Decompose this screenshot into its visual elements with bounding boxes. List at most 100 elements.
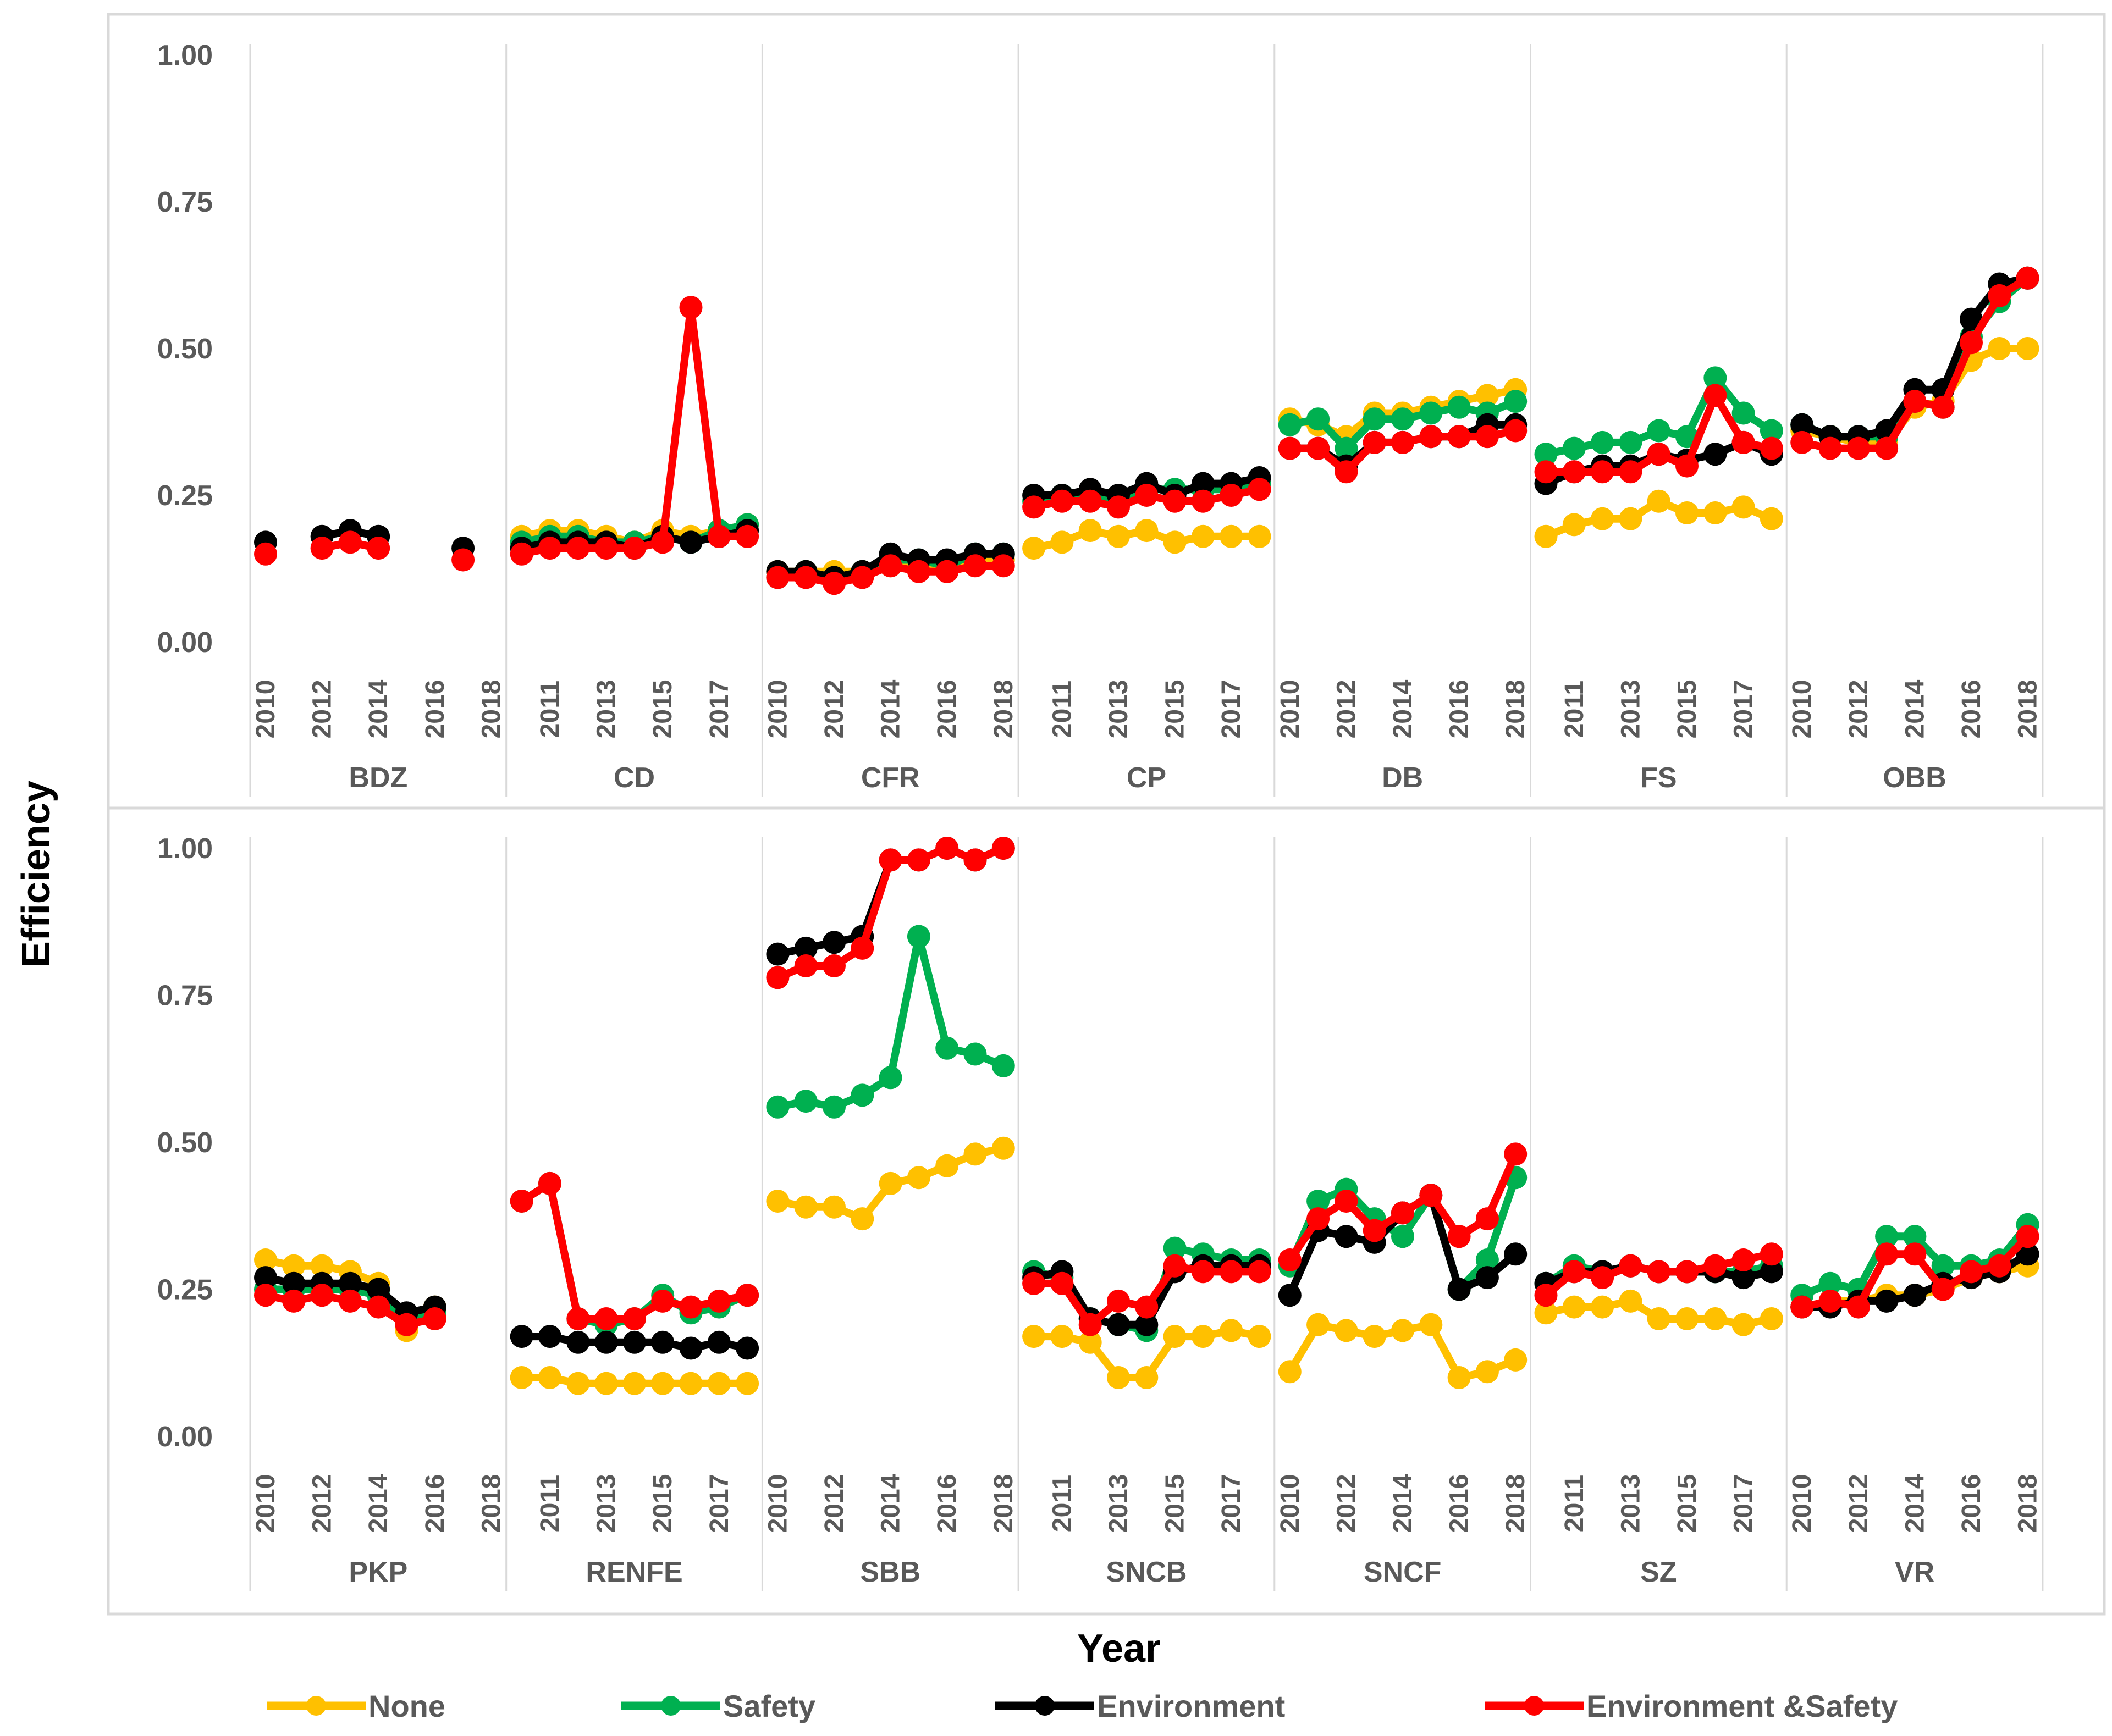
data-point-envsafety xyxy=(510,1190,533,1213)
legend-label-environment: Environment xyxy=(1097,1689,1285,1723)
data-point-envsafety xyxy=(1191,1260,1215,1284)
data-point-envsafety xyxy=(1363,430,1386,454)
data-point-envsafety xyxy=(935,837,959,860)
data-point-envsafety xyxy=(1107,495,1130,519)
group-label: SZ xyxy=(1640,1556,1677,1588)
year-tick-label: 2018 xyxy=(1501,680,1530,739)
data-point-envsafety xyxy=(1875,1242,1899,1266)
data-point-envsafety xyxy=(338,1289,362,1313)
data-point-envsafety xyxy=(1846,436,1870,460)
data-point-envsafety xyxy=(1163,1254,1187,1278)
data-point-none xyxy=(1447,1366,1471,1389)
data-point-envsafety xyxy=(310,1284,334,1307)
data-point-environment xyxy=(1447,1278,1471,1301)
data-point-envsafety xyxy=(1790,430,1814,454)
data-point-none xyxy=(736,1372,759,1395)
data-point-none xyxy=(622,1372,646,1395)
year-tick-label: 2011 xyxy=(536,681,565,738)
data-point-environment xyxy=(1504,1242,1528,1266)
data-point-environment xyxy=(1191,472,1215,495)
data-point-envsafety xyxy=(1163,489,1187,513)
y-tick-label: 0.00 xyxy=(157,627,213,659)
data-point-envsafety xyxy=(1591,1266,1614,1290)
data-point-envsafety xyxy=(254,542,277,566)
legend-marker-environment xyxy=(1035,1696,1055,1716)
data-point-none xyxy=(1731,1313,1755,1336)
data-point-environment xyxy=(1703,443,1727,466)
data-point-envsafety xyxy=(823,954,846,977)
data-point-none xyxy=(282,1254,306,1278)
data-point-envsafety xyxy=(1335,1190,1358,1213)
data-point-environment xyxy=(1960,307,1983,331)
year-tick-label: 2018 xyxy=(477,1474,506,1533)
legend: None Safety Environment Environment &Saf… xyxy=(267,1689,1898,1723)
data-point-none xyxy=(1675,1307,1699,1330)
legend-item-environment[interactable]: Environment xyxy=(995,1689,1285,1723)
data-point-envsafety xyxy=(851,566,874,589)
data-point-envsafety xyxy=(423,1307,446,1330)
data-point-none xyxy=(1248,1325,1271,1348)
data-point-envsafety xyxy=(736,1284,759,1307)
data-point-envsafety xyxy=(1988,284,2011,307)
data-point-environment xyxy=(1278,1284,1302,1307)
legend-item-envsafety[interactable]: Environment &Safety xyxy=(1485,1689,1898,1723)
data-point-none xyxy=(1675,501,1699,524)
year-tick-label: 2018 xyxy=(1501,1474,1530,1533)
data-point-none xyxy=(1107,1366,1130,1389)
data-point-none xyxy=(1534,524,1558,548)
data-point-none xyxy=(1135,519,1159,543)
data-point-envsafety xyxy=(1022,1271,1046,1295)
data-point-none xyxy=(1191,1325,1215,1348)
year-tick-label: 2012 xyxy=(308,680,337,739)
y-axis-title: Efficiency xyxy=(14,781,58,967)
data-point-envsafety xyxy=(679,296,703,319)
group-sbb: SBB 2010 2012 2014 2016 2018 xyxy=(763,837,1018,1588)
data-point-none xyxy=(1335,1319,1358,1342)
data-point-envsafety xyxy=(1647,1260,1670,1284)
data-point-none xyxy=(1278,1360,1302,1384)
data-point-envsafety xyxy=(851,936,874,960)
data-point-envsafety xyxy=(879,554,902,578)
legend-marker-envsafety xyxy=(1524,1696,1544,1716)
data-point-environment xyxy=(1903,1284,1927,1307)
year-tick-label: 2013 xyxy=(1104,1474,1133,1533)
data-point-environment xyxy=(794,936,818,960)
data-point-envsafety xyxy=(1363,1219,1386,1242)
data-point-envsafety xyxy=(1818,1289,1842,1313)
legend-item-safety[interactable]: Safety xyxy=(621,1689,815,1723)
data-point-none xyxy=(707,1372,731,1395)
data-point-none xyxy=(963,1142,987,1166)
data-point-envsafety xyxy=(1731,430,1755,454)
data-point-none xyxy=(1363,1325,1386,1348)
data-point-safety xyxy=(1306,1190,1330,1213)
data-point-envsafety xyxy=(1107,1289,1130,1313)
legend-marker-safety xyxy=(661,1696,681,1716)
year-tick-label: 2011 xyxy=(1047,1475,1077,1532)
data-point-envsafety xyxy=(1647,443,1670,466)
data-point-none xyxy=(254,1248,277,1271)
legend-label-safety: Safety xyxy=(723,1689,815,1723)
year-tick-label: 2016 xyxy=(1957,680,1986,739)
year-tick-label: 2015 xyxy=(1673,1474,1702,1533)
group-label: CP xyxy=(1127,762,1166,794)
year-tick-label: 2010 xyxy=(1276,680,1305,739)
data-point-none xyxy=(679,1372,703,1395)
year-tick-label: 2014 xyxy=(1900,1474,1929,1533)
data-point-envsafety xyxy=(879,848,902,872)
data-point-envsafety xyxy=(538,1171,561,1195)
data-point-environment xyxy=(707,1330,731,1354)
data-point-none xyxy=(1191,524,1215,548)
year-tick-label: 2013 xyxy=(1104,680,1133,739)
data-point-envsafety xyxy=(1447,425,1471,449)
data-point-safety xyxy=(907,925,930,948)
data-point-envsafety xyxy=(991,554,1015,578)
data-point-environment xyxy=(254,1266,277,1290)
group-label: PKP xyxy=(349,1556,407,1588)
data-point-envsafety xyxy=(907,560,930,583)
group-label: RENFE xyxy=(586,1556,682,1588)
legend-item-none[interactable]: None xyxy=(267,1689,445,1723)
group-renfe: RENFE 2011 2013 2015 2017 xyxy=(510,1171,759,1588)
data-point-none xyxy=(1591,507,1614,530)
data-point-environment xyxy=(823,931,846,954)
data-point-envsafety xyxy=(538,537,561,560)
